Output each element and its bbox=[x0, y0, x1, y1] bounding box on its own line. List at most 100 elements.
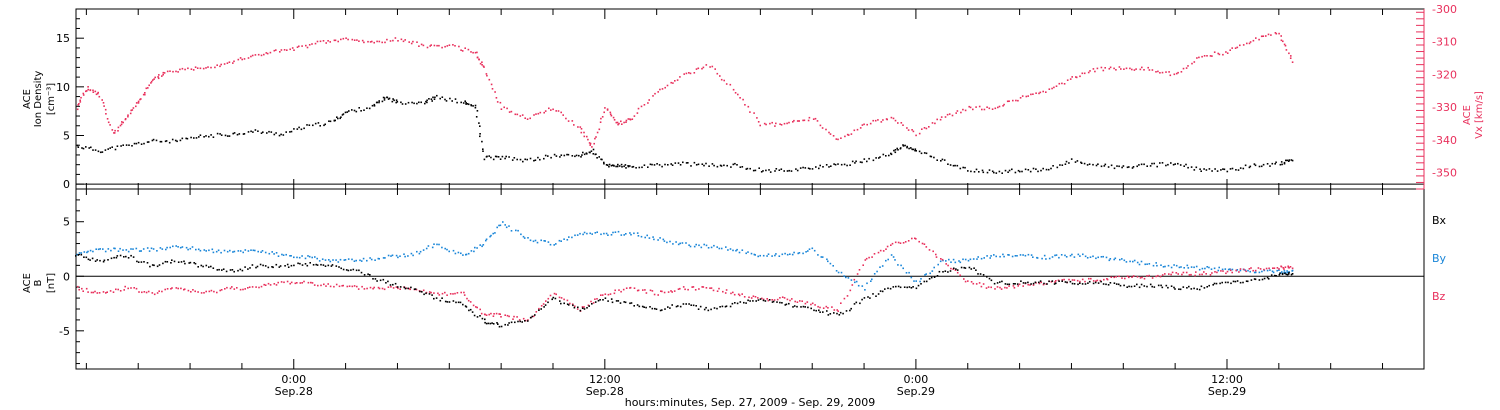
bx-point bbox=[468, 309, 470, 312]
bz-point bbox=[1079, 280, 1081, 283]
bz-point bbox=[535, 311, 538, 313]
velocity-point bbox=[114, 129, 116, 132]
velocity-point bbox=[991, 108, 994, 110]
by-point bbox=[403, 253, 405, 255]
by-point bbox=[97, 248, 100, 251]
density-point bbox=[1291, 159, 1294, 162]
velocity-point bbox=[386, 38, 388, 41]
bz-point bbox=[231, 286, 233, 288]
bx-point bbox=[638, 305, 641, 308]
bx-point bbox=[1245, 280, 1248, 282]
velocity-point bbox=[1075, 76, 1078, 79]
velocity-point bbox=[429, 45, 431, 47]
bz-point bbox=[1157, 274, 1159, 277]
by-point bbox=[412, 254, 414, 257]
bx-point bbox=[1224, 281, 1227, 284]
by-point bbox=[716, 246, 718, 248]
bx-point bbox=[189, 261, 192, 264]
velocity-point bbox=[1019, 97, 1022, 99]
velocity-point bbox=[111, 129, 114, 131]
velocity-point bbox=[613, 119, 616, 121]
bz-point bbox=[894, 241, 897, 244]
density-point bbox=[513, 157, 516, 159]
density-point bbox=[478, 122, 480, 124]
bx-point bbox=[1128, 285, 1130, 288]
velocity-point bbox=[756, 117, 758, 119]
bx-point bbox=[83, 256, 85, 258]
density-point bbox=[623, 165, 625, 168]
density-point bbox=[741, 166, 744, 168]
density-point bbox=[147, 141, 150, 143]
by-point bbox=[1109, 258, 1112, 260]
by-point bbox=[1132, 260, 1134, 263]
by-point bbox=[195, 248, 197, 251]
density-point bbox=[160, 140, 163, 143]
bz-point bbox=[716, 290, 719, 292]
velocity-point bbox=[260, 54, 263, 57]
velocity-point bbox=[479, 62, 482, 65]
bz-point bbox=[702, 286, 705, 288]
bz-point bbox=[840, 302, 842, 304]
bz-point bbox=[663, 291, 666, 294]
bx-point bbox=[988, 277, 991, 280]
velocity-point bbox=[1239, 44, 1241, 47]
velocity-point bbox=[1185, 67, 1188, 69]
density-point bbox=[982, 171, 985, 174]
velocity-point bbox=[1246, 42, 1248, 45]
by-point bbox=[993, 254, 995, 256]
density-point bbox=[825, 164, 828, 166]
by-point bbox=[1218, 266, 1220, 269]
by-point bbox=[919, 280, 921, 283]
bx-point bbox=[859, 302, 861, 305]
density-point bbox=[647, 166, 649, 168]
by-point bbox=[362, 257, 365, 260]
by-point bbox=[560, 240, 562, 242]
density-point bbox=[713, 164, 715, 167]
bx-point bbox=[231, 269, 234, 271]
bx-point bbox=[710, 308, 712, 311]
density-point bbox=[807, 167, 810, 170]
bz-point bbox=[622, 288, 625, 291]
density-point bbox=[233, 132, 236, 134]
by-point bbox=[705, 244, 708, 247]
density-point bbox=[1136, 165, 1138, 168]
density-point bbox=[285, 131, 287, 133]
density-point bbox=[371, 104, 374, 107]
bx-point bbox=[80, 253, 83, 256]
density-point bbox=[1040, 169, 1042, 172]
by-point bbox=[967, 259, 970, 262]
velocity-point bbox=[697, 67, 700, 70]
density-point bbox=[413, 102, 415, 105]
velocity-point bbox=[345, 37, 347, 39]
bz-point bbox=[925, 246, 928, 248]
velocity-point bbox=[87, 88, 89, 91]
velocity-point bbox=[595, 136, 597, 138]
by-point bbox=[520, 233, 522, 236]
density-point bbox=[181, 137, 184, 140]
bx-point bbox=[1151, 285, 1153, 288]
bx-point bbox=[695, 305, 697, 307]
velocity-point bbox=[1079, 75, 1081, 78]
by-point bbox=[369, 257, 371, 259]
bz-point bbox=[1190, 273, 1192, 276]
density-point bbox=[495, 155, 498, 158]
bz-point bbox=[1000, 288, 1003, 290]
bz-point bbox=[1088, 277, 1090, 280]
by-point bbox=[277, 255, 280, 257]
density-point bbox=[795, 168, 797, 170]
density-point bbox=[526, 158, 528, 161]
bx-point bbox=[863, 297, 866, 299]
density-point bbox=[133, 142, 136, 145]
velocity-point bbox=[367, 40, 369, 43]
velocity-point bbox=[936, 118, 938, 121]
velocity-point bbox=[243, 58, 246, 60]
bx-point bbox=[410, 286, 412, 289]
bx-point bbox=[752, 300, 754, 302]
bx-point bbox=[423, 293, 425, 296]
bx-point bbox=[688, 303, 690, 305]
bz-point bbox=[78, 288, 80, 291]
bx-point bbox=[376, 280, 378, 282]
velocity-point bbox=[301, 45, 303, 47]
bx-point bbox=[829, 313, 832, 315]
density-point bbox=[1110, 164, 1113, 167]
